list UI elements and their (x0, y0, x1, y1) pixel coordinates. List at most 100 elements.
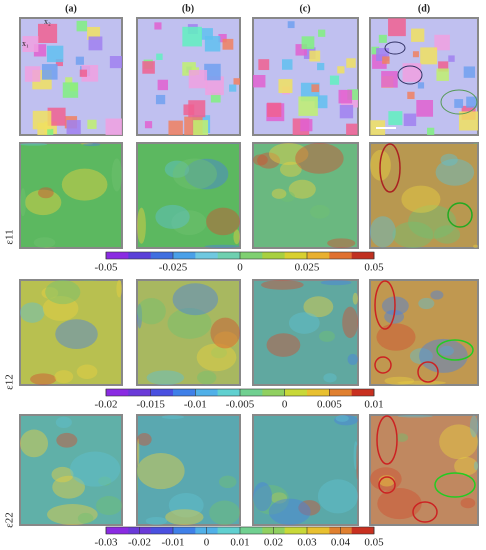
texture-patch (466, 96, 478, 108)
texture-patch (157, 79, 169, 91)
texture-patch (346, 58, 356, 68)
colorbar-tick-label: 0.05 (364, 262, 384, 274)
colorbar-segment (240, 252, 263, 259)
texture-patch (37, 23, 58, 44)
row-label: ε12 (4, 374, 16, 390)
texture-patch (54, 370, 74, 384)
texture-patch (80, 143, 94, 145)
texture-patch (222, 38, 234, 50)
highlight-ellipse (436, 339, 474, 361)
texture-patch (347, 353, 358, 365)
texture-patch (154, 22, 162, 30)
texture-patch (233, 229, 240, 245)
texture-patch (20, 188, 26, 217)
colorbar-segment (240, 527, 263, 534)
colorbar-tick-label: -0.025 (159, 262, 188, 274)
colorbar-segment (329, 252, 352, 259)
colorbar-segment (150, 252, 174, 259)
colorbar-tick-label: 0.005 (317, 399, 342, 411)
texture-patch (78, 280, 99, 281)
colorbar-segment (173, 527, 196, 534)
colorbar-segment (262, 389, 285, 396)
texture-patch (381, 71, 398, 88)
texture-patch (439, 345, 454, 356)
texture-patch (211, 347, 227, 359)
texture-patch (55, 416, 72, 429)
texture-patch (320, 280, 352, 286)
texture-patch (137, 207, 146, 244)
texture-patch (188, 100, 206, 118)
texture-patch (288, 179, 316, 199)
texture-patch (79, 69, 88, 77)
texture-patch (47, 504, 98, 525)
texture-patch (418, 297, 435, 310)
colorbar-segment (173, 389, 196, 396)
texture-patch (440, 153, 458, 166)
texture-patch (279, 191, 295, 202)
texture-patch (416, 99, 434, 117)
colorbar-segment (217, 389, 241, 396)
texture-patch (109, 56, 122, 69)
panels (19, 17, 479, 526)
image-panel (369, 414, 479, 526)
texture-patch (156, 53, 163, 60)
colorbar-segment (106, 252, 129, 259)
texture-patch (81, 65, 99, 82)
texture-patch (172, 283, 219, 316)
colorbar-segment (128, 252, 151, 259)
texture-patch (137, 438, 140, 467)
texture-patch (371, 46, 380, 55)
image-panel (369, 142, 479, 249)
texture-patch (287, 21, 295, 29)
texture-patch (22, 36, 39, 52)
texture-patch (335, 415, 349, 422)
texture-patch (298, 96, 318, 116)
texture-patch (271, 188, 287, 199)
texture-patch (419, 338, 468, 373)
image-panel (136, 414, 241, 526)
texture-patch (146, 370, 185, 385)
texture-patch (377, 488, 422, 520)
texture-patch (204, 244, 240, 248)
texture-patch (311, 84, 320, 93)
colorbar-tick-label: 0.04 (331, 537, 351, 549)
texture-patch (205, 76, 224, 96)
texture-patch (261, 280, 304, 290)
highlight-ellipse (412, 501, 438, 523)
column-label: (d) (418, 3, 430, 14)
texture-patch (334, 415, 358, 426)
texture-patch (318, 330, 335, 342)
colorbar-tick-label: -0.02 (95, 399, 118, 411)
texture-patch (267, 102, 282, 117)
texture-patch (70, 451, 121, 487)
image-panel (19, 279, 123, 386)
texture-patch (460, 497, 476, 509)
texture-patch (469, 415, 478, 438)
texture-patch (111, 158, 122, 192)
texture-patch (42, 295, 79, 321)
colorbar-tick-label: 0.02 (264, 537, 283, 549)
colorbar-tick-label: 0.025 (295, 262, 320, 274)
texture-patch (137, 453, 185, 490)
texture-patch (342, 306, 358, 339)
texture-patch (346, 123, 358, 135)
image-panel (369, 279, 479, 386)
highlight-ellipse (379, 143, 401, 193)
texture-patch (46, 45, 64, 63)
image-panel (19, 142, 123, 249)
colorbar-segment (284, 252, 308, 259)
texture-patch (167, 308, 212, 339)
texture-patch (83, 143, 101, 147)
texture-patch (435, 158, 475, 186)
image-panel (136, 279, 241, 386)
texture-patch (298, 500, 321, 516)
texture-patch (210, 317, 240, 349)
texture-patch (295, 44, 307, 56)
colorbar-tick-label: 0.01 (230, 537, 249, 549)
texture-patch (65, 77, 73, 85)
colorbar-tick-label: -0.015 (136, 399, 165, 411)
colorbar-segment (217, 527, 241, 534)
texture-patch (458, 111, 478, 131)
texture-patch (352, 292, 358, 305)
texture-patch (257, 152, 281, 169)
